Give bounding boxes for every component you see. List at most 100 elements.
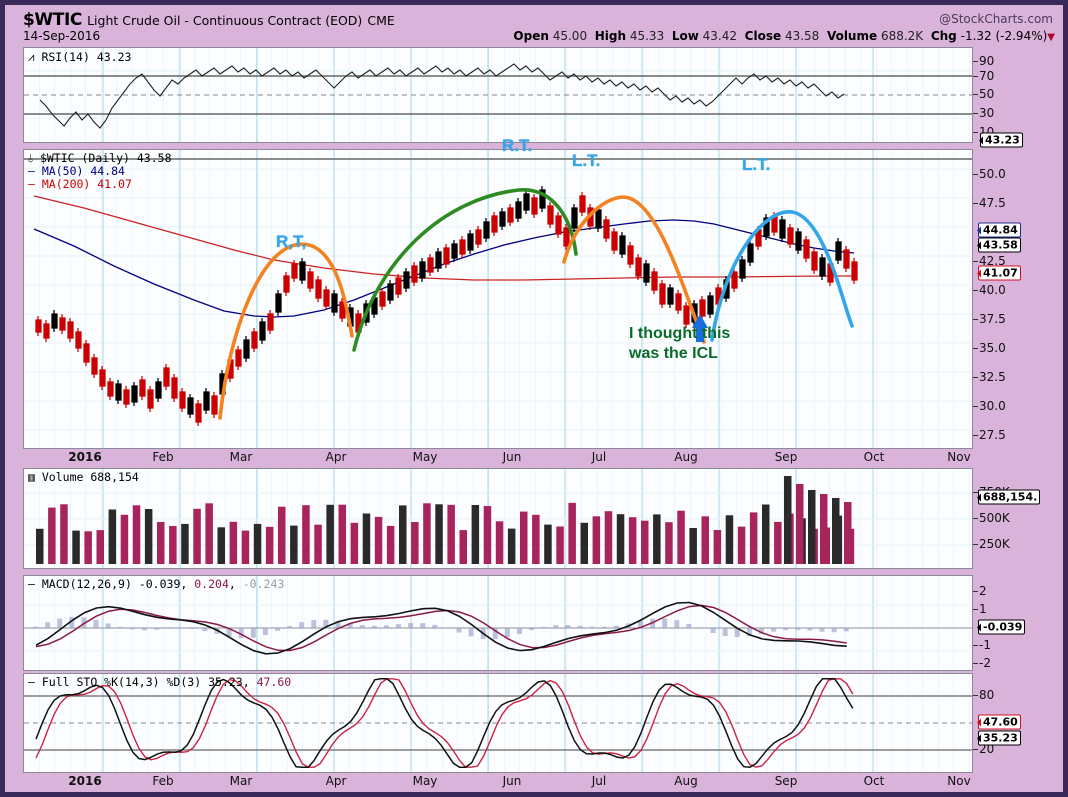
- xtick: Jun: [502, 774, 522, 788]
- volume-legend-text: Volume 688,154: [41, 470, 139, 484]
- xtick: Jun: [502, 450, 522, 464]
- xtick: Nov: [947, 774, 971, 788]
- close-label: Close: [744, 29, 782, 43]
- sto-k-label: 35.23: [977, 730, 1021, 746]
- stockcharts-watermark: @StockCharts.com: [939, 12, 1053, 26]
- xtick: May: [412, 774, 438, 788]
- price-panel: ⫰ $WTIC (Daily) 43.58 — MA(50) 44.84 — M…: [23, 136, 973, 449]
- volume-ytick: 500K: [973, 511, 1010, 525]
- macd-ytick: -2: [973, 656, 991, 670]
- high-value: 45.33: [629, 29, 665, 43]
- macd-hist-text: -0.243: [242, 577, 285, 591]
- chg-value: -1.32 (-2.94%): [960, 29, 1048, 43]
- macd-swatch-icon: —: [28, 577, 35, 591]
- open-value: 45.00: [552, 29, 588, 43]
- sto-ytick: 80: [972, 688, 995, 702]
- xtick: Nov: [947, 450, 971, 464]
- rsi-plot: [24, 48, 972, 142]
- chg-label: Chg: [930, 29, 957, 43]
- sto-ytick: 20: [972, 742, 995, 756]
- rsi-legend-text: RSI(14) 43.23: [41, 50, 132, 64]
- rsi-panel: ⩘ RSI(14) 43.23: [23, 47, 973, 143]
- ma50-legend: — MA(50) 44.84: [28, 164, 125, 178]
- price-ytick: 30.0: [973, 399, 1006, 413]
- price-legend-text: $WTIC (Daily) 43.58: [39, 151, 172, 165]
- price-plot: [24, 150, 972, 448]
- xtick: Mar: [229, 774, 253, 788]
- candlestick-icon: ⫰: [28, 151, 34, 165]
- volume-y-axis: 750K 500K 250K: [973, 468, 1025, 569]
- rsi-y-axis: 90 70 50 30 10: [972, 47, 1025, 143]
- xtick: Apr: [325, 774, 347, 788]
- ma200-value-label: 41.07: [977, 265, 1021, 281]
- low-label: Low: [671, 29, 699, 43]
- rsi-ytick: 70: [972, 69, 995, 83]
- open-label: Open: [513, 29, 549, 43]
- annotation-rt-2: R.T.: [502, 136, 533, 155]
- symbol-description: Light Crude Oil - Continuous Contract (E…: [87, 13, 363, 28]
- price-ytick: 42.5: [973, 254, 1006, 268]
- macd-ytick: 2: [973, 584, 987, 598]
- stochastics-legend: — Full STO %K(14,3) %D(3) 35.23, 47.60: [28, 675, 292, 689]
- xtick: Feb: [152, 774, 174, 788]
- macd-y-axis: 2 1 -1 -2: [973, 575, 1025, 671]
- annotation-lt-2: L.T.: [742, 155, 771, 174]
- xtick: May: [412, 450, 438, 464]
- volume-svg: [24, 469, 972, 568]
- volume-value: 688.2K: [880, 29, 924, 43]
- volume-label: Volume: [826, 29, 878, 43]
- stochastics-panel: — Full STO %K(14,3) %D(3) 35.23, 47.60: [23, 673, 973, 773]
- price-ytick: 40.0: [973, 283, 1006, 297]
- volume-legend: ▥ Volume 688,154: [28, 470, 139, 484]
- xtick: Oct: [863, 450, 885, 464]
- price-svg: [24, 150, 972, 448]
- macd-panel: — MACD(12,26,9) -0.039, 0.204, -0.243: [23, 575, 973, 671]
- rsi-ytick: 90: [972, 54, 995, 68]
- sto-swatch-icon: —: [28, 675, 35, 689]
- lower-x-axis: 2016 Feb Mar Apr May Jun Jul Aug Sep Oct…: [23, 774, 973, 796]
- volume-bars-icon: ▥: [28, 470, 35, 484]
- macd-value-text: -0.039: [138, 577, 181, 591]
- ma200-legend: — MA(200) 41.07: [28, 177, 132, 191]
- price-ytick: 32.5: [973, 370, 1006, 384]
- icl-note: I thought this was the ICL: [629, 324, 730, 364]
- sto-d-text: 47.60: [256, 675, 292, 689]
- price-y-axis: 50.0 47.5 42.5 40.0 37.5 35.0 32.5 30.0 …: [973, 149, 1025, 449]
- xtick: Mar: [229, 450, 253, 464]
- xtick: Oct: [863, 774, 885, 788]
- macd-legend: — MACD(12,26,9) -0.039, 0.204, -0.243: [28, 577, 285, 591]
- ma50-value-label: 44.84: [977, 222, 1021, 238]
- macd-name-text: MACD(12,26,9): [41, 577, 132, 591]
- xtick: Aug: [674, 450, 698, 464]
- macd-svg: [24, 576, 972, 670]
- macd-ytick: 1: [973, 602, 987, 616]
- macd-plot: [24, 576, 972, 670]
- upper-x-axis: 2016 Feb Mar Apr May Jun Jul Aug Sep Oct…: [23, 450, 973, 472]
- close-value-label: 43.58: [977, 237, 1021, 253]
- sto-k-text: 35.23: [208, 675, 243, 689]
- ma50-swatch-icon: —: [28, 164, 35, 178]
- rsi-value-label: 43.23: [979, 132, 1023, 148]
- rsi-ytick: 50: [972, 87, 995, 101]
- annotation-lt-1: L.T.: [572, 151, 601, 170]
- quote-bar: Open 45.00 High 45.33 Low 43.42 Close 43…: [513, 29, 1055, 43]
- volume-value-label: 688,154.: [976, 489, 1041, 505]
- xtick: Sep: [774, 450, 798, 464]
- exchange-label: CME: [367, 13, 395, 28]
- macd-signal-text: 0.204: [194, 577, 229, 591]
- sto-d-label: 47.60: [977, 714, 1021, 730]
- price-ytick: 35.0: [973, 341, 1006, 355]
- ma50-legend-text: MA(50) 44.84: [41, 164, 125, 178]
- stochastics-plot: [24, 674, 972, 772]
- price-ytick: 27.5: [973, 428, 1006, 442]
- volume-plot: [24, 469, 972, 568]
- rsi-svg: [24, 48, 972, 142]
- ma200-swatch-icon: —: [28, 177, 35, 191]
- macd-value-label: -0.039: [976, 619, 1026, 635]
- xtick: Feb: [152, 450, 174, 464]
- volume-ytick: 250K: [973, 537, 1010, 551]
- icl-up-arrow-icon: [692, 314, 708, 342]
- price-legend: ⫰ $WTIC (Daily) 43.58: [28, 151, 172, 166]
- low-value: 43.42: [702, 29, 738, 43]
